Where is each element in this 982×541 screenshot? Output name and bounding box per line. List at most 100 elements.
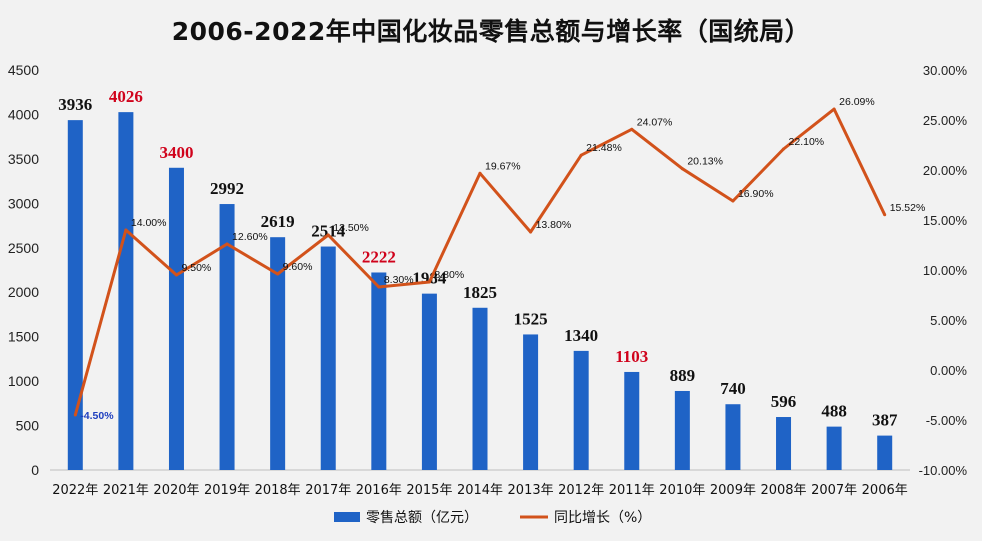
y-left-tick-label: 1000 xyxy=(8,373,39,389)
x-tick-label: 2006年 xyxy=(862,483,908,498)
y-left-tick-label: 0 xyxy=(31,462,39,478)
bar xyxy=(725,404,741,470)
bar-value-label: 1825 xyxy=(463,283,497,302)
growth-value-label: 14.00% xyxy=(131,217,167,229)
x-tick-label: 2007年 xyxy=(811,483,857,498)
bar xyxy=(776,417,792,470)
growth-value-label: 22.10% xyxy=(789,136,825,148)
bar-value-label: 596 xyxy=(771,392,797,411)
y-right-tick-label: -10.00% xyxy=(919,463,968,478)
y-left-tick-label: 3500 xyxy=(8,151,39,167)
x-tick-label: 2019年 xyxy=(204,483,250,498)
y-right-tick-label: 25.00% xyxy=(923,113,968,128)
x-tick-label: 2012年 xyxy=(558,483,604,498)
bar-value-label: 3936 xyxy=(58,95,92,114)
growth-value-label: 26.09% xyxy=(839,96,875,108)
growth-point xyxy=(529,230,533,234)
bar-value-label: 2619 xyxy=(261,212,295,231)
x-tick-label: 2008年 xyxy=(760,483,806,498)
bar xyxy=(421,293,437,470)
growth-point xyxy=(883,213,887,217)
bar-value-label: 889 xyxy=(670,366,696,385)
bar-value-label: 4026 xyxy=(109,87,143,106)
legend-label-bar: 零售总额（亿元） xyxy=(366,510,478,526)
y-left-tick-label: 3000 xyxy=(8,195,39,211)
bar-value-label: 3400 xyxy=(159,143,193,162)
bar-value-label: 2222 xyxy=(362,247,396,266)
growth-value-label: 24.07% xyxy=(637,116,673,128)
x-tick-label: 2011年 xyxy=(609,483,655,498)
growth-value-label: 8.30% xyxy=(384,274,414,286)
growth-point xyxy=(731,199,735,203)
x-tick-label: 2013年 xyxy=(508,483,554,498)
bar-value-label: 1340 xyxy=(564,326,598,345)
growth-value-label: 20.13% xyxy=(687,156,723,168)
growth-point xyxy=(326,233,330,237)
growth-point xyxy=(579,153,583,157)
x-tick-label: 2016年 xyxy=(356,483,402,498)
y-right-tick-label: 15.00% xyxy=(923,213,968,228)
y-left-tick-label: 2500 xyxy=(8,240,39,256)
growth-point xyxy=(276,272,280,276)
legend-label-line: 同比增长（%） xyxy=(554,510,651,526)
growth-point xyxy=(782,147,786,151)
bar xyxy=(168,167,184,470)
growth-value-label: 9.60% xyxy=(283,261,313,273)
growth-value-label: 13.50% xyxy=(333,222,369,234)
x-tick-label: 2009年 xyxy=(710,483,756,498)
bar xyxy=(523,334,539,470)
growth-point xyxy=(73,413,77,417)
bar-value-label: 1103 xyxy=(615,347,648,366)
y-left-tick-label: 2000 xyxy=(8,284,39,300)
y-right-tick-label: 20.00% xyxy=(923,163,968,178)
growth-value-label: 19.67% xyxy=(485,160,521,172)
growth-value-label: 15.52% xyxy=(890,202,926,214)
growth-point xyxy=(427,280,431,284)
growth-value-label: 21.48% xyxy=(586,142,622,154)
bar xyxy=(674,390,690,470)
growth-value-label: -4.50% xyxy=(80,410,114,422)
growth-point xyxy=(377,285,381,289)
bar xyxy=(320,246,336,470)
growth-point xyxy=(832,107,836,111)
growth-point xyxy=(124,228,128,232)
x-tick-label: 2018年 xyxy=(255,483,301,498)
x-tick-label: 2015年 xyxy=(406,483,452,498)
x-tick-label: 2014年 xyxy=(457,483,503,498)
chart-title: 2006-2022年中国化妆品零售总额与增长率（国统局） xyxy=(171,17,811,46)
growth-value-label: 16.90% xyxy=(738,188,774,200)
x-tick-label: 2010年 xyxy=(659,483,705,498)
growth-point xyxy=(680,167,684,171)
bar xyxy=(67,120,83,470)
growth-value-label: 12.60% xyxy=(232,231,268,243)
growth-value-label: 8.80% xyxy=(434,269,464,281)
x-tick-label: 2020年 xyxy=(153,483,199,498)
y-right-tick-label: 10.00% xyxy=(923,263,968,278)
legend-swatch-bar xyxy=(334,512,360,522)
y-right-tick-label: 30.00% xyxy=(923,63,968,78)
growth-point xyxy=(630,127,634,131)
bar-value-label: 488 xyxy=(821,402,847,421)
x-tick-label: 2022年 xyxy=(52,483,98,498)
bar-value-label: 2514 xyxy=(311,222,346,241)
bar xyxy=(624,371,640,470)
bar xyxy=(371,272,387,470)
y-right-tick-label: -5.00% xyxy=(926,413,968,428)
bar xyxy=(877,435,893,470)
bar-value-label: 740 xyxy=(720,379,746,398)
growth-value-label: 13.80% xyxy=(536,219,572,231)
y-left-tick-label: 4000 xyxy=(8,106,39,122)
growth-point xyxy=(478,171,482,175)
bar-value-label: 2992 xyxy=(210,179,244,198)
bar xyxy=(219,204,235,471)
bar xyxy=(270,237,286,470)
x-tick-label: 2017年 xyxy=(305,483,351,498)
y-right-tick-label: 0.00% xyxy=(930,363,967,378)
bar xyxy=(118,112,134,470)
y-left-tick-label: 4500 xyxy=(8,62,39,78)
bar-value-label: 1525 xyxy=(514,309,548,328)
bar-value-label: 387 xyxy=(872,411,898,430)
y-left-tick-label: 1500 xyxy=(8,329,39,345)
